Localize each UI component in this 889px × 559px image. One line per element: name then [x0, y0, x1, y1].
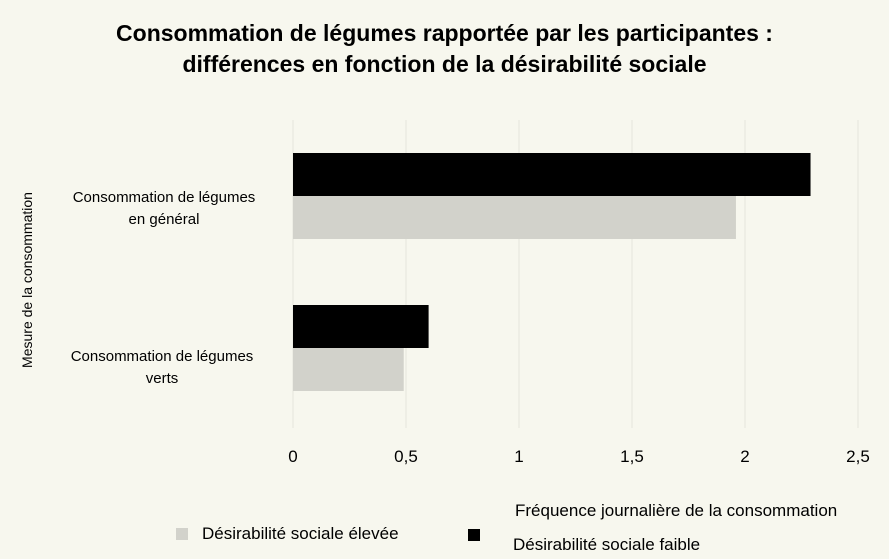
y-axis-label: Mesure de la consommation	[19, 192, 35, 368]
x-tick-label: 2,5	[846, 447, 870, 466]
legend-label-faible: Désirabilité sociale faible	[513, 535, 701, 554]
category-label-verts: Consommation de légumes verts	[42, 346, 282, 390]
x-axis-label: Fréquence journalière de la consommation	[515, 501, 838, 520]
chart-title-line-1: Consommation de légumes rapportée par le…	[116, 20, 773, 46]
x-tick-label: 0	[288, 447, 297, 466]
chart-title: Consommation de légumes rapportée par le…	[0, 18, 889, 80]
legend-label-elevee: Désirabilité sociale élevée	[202, 524, 399, 543]
category-label-general-line-2: en général	[128, 211, 200, 228]
bar-elevee-0	[293, 196, 736, 239]
legend-swatch-elevee	[176, 528, 188, 540]
category-label-general-line-1: Consommation de légumes	[72, 189, 256, 206]
bar-faible-0	[293, 153, 811, 196]
x-tick-label: 0,5	[394, 447, 418, 466]
category-label-verts-line-1: Consommation de légumes	[70, 348, 254, 365]
x-tick-label: 2	[740, 447, 749, 466]
category-label-general: Consommation de légumes en général	[44, 187, 284, 231]
category-label-verts-line-2: verts	[145, 370, 179, 387]
bar-faible-1	[293, 305, 429, 348]
chart-title-line-2: différences en fonction de la désirabili…	[182, 51, 707, 77]
x-tick-label: 1	[514, 447, 523, 466]
bar-elevee-1	[293, 348, 404, 391]
legend-item-elevee: Désirabilité sociale élevée	[176, 524, 399, 544]
legend-swatch-faible	[468, 529, 480, 541]
legend-item-faible: Désirabilité sociale faible	[468, 525, 700, 554]
x-tick-label: 1,5	[620, 447, 644, 466]
